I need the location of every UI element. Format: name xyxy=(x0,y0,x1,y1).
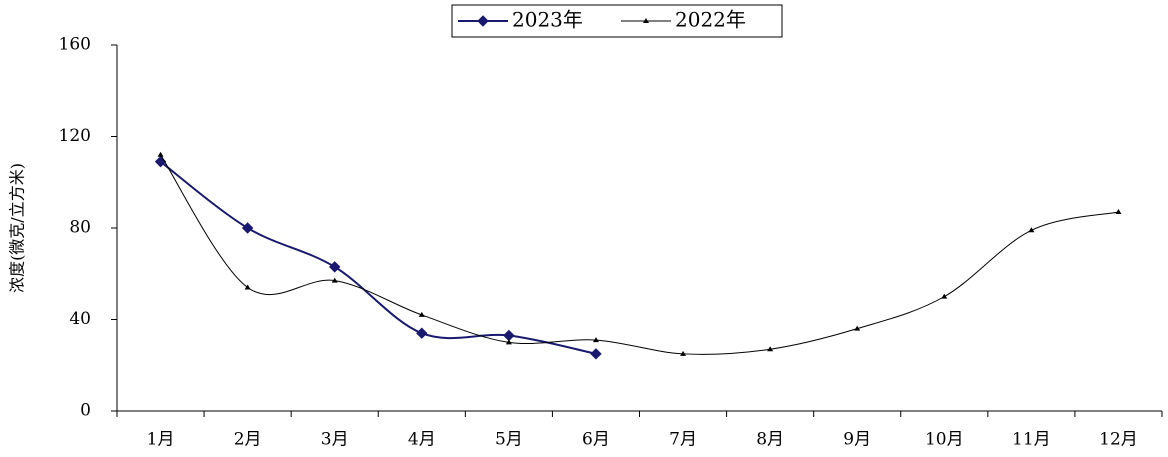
x-tick-label: 1月 xyxy=(147,430,175,450)
y-tick-label: 160 xyxy=(59,35,91,55)
marker xyxy=(941,293,948,299)
x-tick-label: 10月 xyxy=(925,430,964,450)
x-tick-label: 4月 xyxy=(408,430,436,450)
marker xyxy=(157,151,164,157)
marker xyxy=(767,346,774,352)
marker xyxy=(854,325,861,331)
marker xyxy=(505,339,512,345)
legend-label: 2022年 xyxy=(675,8,746,32)
y-tick-label: 0 xyxy=(80,401,91,421)
series-line xyxy=(159,160,597,355)
legend-label: 2023年 xyxy=(512,8,583,32)
x-tick-label: 11月 xyxy=(1012,430,1051,450)
marker xyxy=(241,222,254,234)
marker xyxy=(590,348,602,360)
marker xyxy=(331,277,338,283)
x-tick-label: 6月 xyxy=(582,430,610,450)
marker xyxy=(418,311,425,317)
marker xyxy=(503,329,515,342)
x-tick-label: 7月 xyxy=(669,430,697,450)
series-line xyxy=(160,154,1119,355)
marker xyxy=(416,327,428,339)
marker xyxy=(1028,227,1035,233)
marker xyxy=(477,15,489,27)
x-tick-label: 8月 xyxy=(756,430,784,450)
marker xyxy=(643,18,649,23)
x-tick-label: 3月 xyxy=(321,430,349,450)
x-tick-label: 12月 xyxy=(1099,430,1138,450)
y-tick-label: 120 xyxy=(59,126,91,146)
marker xyxy=(1115,208,1122,214)
marker xyxy=(680,350,687,356)
y-tick-label: 80 xyxy=(69,218,91,238)
marker xyxy=(329,261,341,273)
marker xyxy=(244,284,251,290)
x-tick-label: 2月 xyxy=(234,430,262,450)
y-axis-label: 浓度(微克/立方米) xyxy=(8,163,27,293)
x-tick-label: 5月 xyxy=(495,430,523,450)
x-tick-label: 9月 xyxy=(843,430,871,450)
marker xyxy=(592,337,599,343)
y-tick-label: 40 xyxy=(69,309,91,329)
